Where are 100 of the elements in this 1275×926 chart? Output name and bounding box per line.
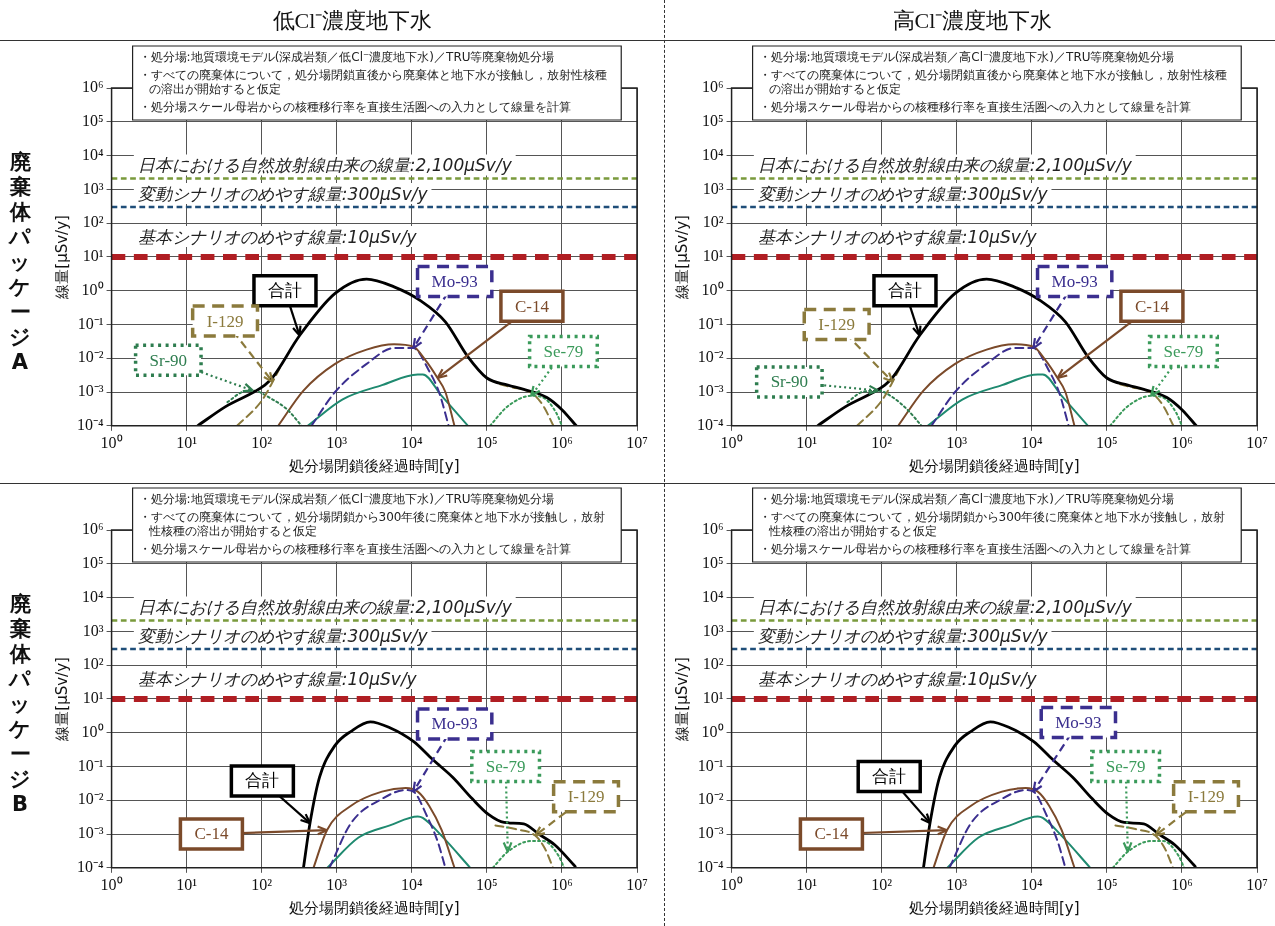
- y-tick-label: 10²: [82, 655, 104, 673]
- x-tick-label: 10³: [946, 433, 968, 451]
- y-tick-label: 10¹: [82, 247, 104, 265]
- x-tick-label: 10¹: [796, 433, 818, 451]
- x-tick-label: 10⁴: [401, 433, 424, 451]
- text: 廃棄体パッケージA: [9, 149, 31, 374]
- y-tick-label: 10⁻⁴: [77, 416, 104, 433]
- y-axis-title: 線量[μSv/y]: [672, 215, 691, 300]
- y-tick-label: 10¹: [82, 689, 104, 707]
- x-tick-label: 10²: [871, 875, 893, 893]
- x-tick-label: 10¹: [176, 433, 198, 451]
- ref-line-label: 変動シナリオのめやす線量:300μSv/y: [137, 626, 429, 646]
- x-tick-label: 10⁰: [720, 433, 743, 451]
- text: Mo-93: [431, 272, 478, 292]
- text: C-14: [514, 296, 550, 316]
- y-tick-label: 10⁻⁴: [697, 858, 724, 875]
- x-tick-label: 10⁰: [100, 875, 123, 893]
- y-tick-label: 10⁻¹: [77, 314, 104, 332]
- ref-line-label: 日本における自然放射線由来の線量:2,100μSv/y: [757, 597, 1133, 618]
- y-tick-label: 10³: [702, 621, 724, 639]
- ref-line-label: 変動シナリオのめやす線量:300μSv/y: [757, 626, 1049, 646]
- text: C-14: [814, 824, 849, 844]
- y-tick-label: 10²: [702, 655, 724, 673]
- text: I-129: [567, 787, 605, 807]
- y-axis-title: 線量[μSv/y]: [52, 657, 71, 742]
- text: ・処分場:地質環境モデル(深成岩類／高Cl⁻濃度地下水)／TRU等廃棄物処分場: [758, 50, 1175, 65]
- y-tick-label: 10⁻¹: [77, 756, 104, 774]
- y-tick-label: 10⁶: [82, 78, 104, 96]
- y-tick-label: 10⁴: [82, 145, 104, 163]
- y-tick-label: 10⁰: [701, 280, 724, 298]
- y-tick-label: 10⁵: [702, 553, 724, 571]
- text: ・処分場:地質環境モデル(深成岩類／低Cl⁻濃度地下水)／TRU等廃棄物処分場: [138, 492, 555, 507]
- x-tick-label: 10⁰: [100, 433, 123, 451]
- x-tick-label: 10³: [326, 433, 348, 451]
- y-tick-label: 10⁻²: [697, 348, 724, 366]
- x-tick-label: 10²: [871, 433, 893, 451]
- y-tick-label: 10³: [82, 621, 104, 639]
- text: I-129: [206, 311, 244, 331]
- x-tick-label: 10¹: [176, 875, 198, 893]
- text: Sr-90: [149, 350, 188, 370]
- y-tick-label: 10⁻⁴: [77, 858, 104, 875]
- y-tick-label: 10⁻³: [77, 824, 104, 842]
- text: I-129: [1187, 787, 1225, 807]
- text: Se-79: [543, 341, 584, 361]
- annotation: ・処分場スケール母岩からの核種移行率を直接生活圏への入力として線量を計算: [138, 100, 571, 115]
- y-tick-label: 10⁰: [81, 722, 104, 740]
- annotation: ・処分場スケール母岩からの核種移行率を直接生活圏への入力として線量を計算: [758, 542, 1191, 557]
- ref-line-label: 変動シナリオのめやす線量:300μSv/y: [757, 184, 1049, 204]
- ref-line-label: 基本シナリオのめやす線量:10μSv/y: [757, 226, 1038, 247]
- series-label: 合計: [887, 281, 922, 301]
- x-tick-label: 10⁴: [1021, 433, 1044, 451]
- y-tick-label: 10⁵: [82, 553, 104, 571]
- text: ・処分場:地質環境モデル(深成岩類／高Cl⁻濃度地下水)／TRU等廃棄物処分場: [758, 492, 1175, 507]
- text: Sr-90: [770, 372, 809, 392]
- chart-title: 高Cl⁻濃度地下水: [891, 7, 1054, 35]
- x-tick-label: 10⁶: [1171, 875, 1193, 893]
- x-tick-label: 10⁶: [1171, 433, 1193, 451]
- y-tick-label: 10⁻²: [77, 790, 104, 808]
- text: C-14: [1134, 296, 1170, 316]
- text: Se-79: [1163, 341, 1204, 361]
- text: 廃棄体パッケージB: [9, 591, 31, 816]
- y-tick-label: 10³: [82, 179, 104, 197]
- x-tick-label: 10²: [251, 875, 273, 893]
- text: 合計: [245, 771, 280, 791]
- ref-line-label: 変動シナリオのめやす線量:300μSv/y: [137, 184, 429, 204]
- annotation: ・処分場スケール母岩からの核種移行率を直接生活圏への入力として線量を計算: [138, 542, 571, 557]
- y-tick-label: 10⁻²: [697, 790, 724, 808]
- y-tick-label: 10⁴: [702, 587, 724, 605]
- x-tick-label: 10⁶: [551, 875, 573, 893]
- annotation: ・すべての廃棄体について，処分場閉鎖から300年後に廃棄体と地下水が接触し，放射性核種の溶出が開始すると仮定: [138, 510, 606, 539]
- y-tick-label: 10⁻⁴: [697, 416, 724, 433]
- x-tick-label: 10⁶: [551, 433, 573, 451]
- x-tick-label: 10⁴: [1021, 875, 1044, 893]
- ref-line-label: 基本シナリオのめやす線量:10μSv/y: [137, 226, 418, 247]
- y-tick-label: 10⁻³: [697, 824, 724, 842]
- text: Mo-93: [431, 714, 478, 734]
- ref-line-label: 日本における自然放射線由来の線量:2,100μSv/y: [137, 155, 513, 176]
- text: Se-79: [1105, 756, 1146, 776]
- y-tick-label: 10⁶: [702, 78, 724, 96]
- text: Mo-93: [1051, 272, 1098, 292]
- chart-title: 低Cl⁻濃度地下水: [271, 7, 434, 35]
- y-tick-label: 10⁻¹: [697, 756, 724, 774]
- x-tick-label: 10³: [326, 875, 348, 893]
- y-tick-label: 10¹: [702, 689, 724, 707]
- y-tick-label: 10⁻³: [77, 382, 104, 400]
- series-label: 合計: [872, 767, 907, 787]
- y-tick-label: 10⁻¹: [697, 314, 724, 332]
- x-tick-label: 10⁷: [1246, 433, 1268, 451]
- x-tick-label: 10⁰: [720, 875, 743, 893]
- annotation: ・すべての廃棄体について，処分場閉鎖直後から廃棄体と地下水が接触し，放射性核種の溶出が開始すると仮定: [758, 68, 1227, 97]
- y-tick-label: 10²: [82, 213, 104, 231]
- x-tick-label: 10⁵: [476, 433, 498, 451]
- ref-line-label: 基本シナリオのめやす線量:10μSv/y: [137, 668, 418, 689]
- annotation: ・すべての廃棄体について，処分場閉鎖直後から廃棄体と地下水が接触し，放射性核種の溶出が開始すると仮定: [138, 68, 607, 97]
- x-tick-label: 10⁷: [626, 433, 648, 451]
- y-axis-title: 線量[μSv/y]: [52, 215, 71, 300]
- x-tick-label: 10⁵: [1096, 875, 1118, 893]
- annotation: ・すべての廃棄体について，処分場閉鎖から300年後に廃棄体と地下水が接触し，放射性核種の溶出が開始すると仮定: [758, 510, 1226, 539]
- y-tick-label: 10⁻²: [77, 348, 104, 366]
- y-tick-label: 10⁴: [702, 145, 724, 163]
